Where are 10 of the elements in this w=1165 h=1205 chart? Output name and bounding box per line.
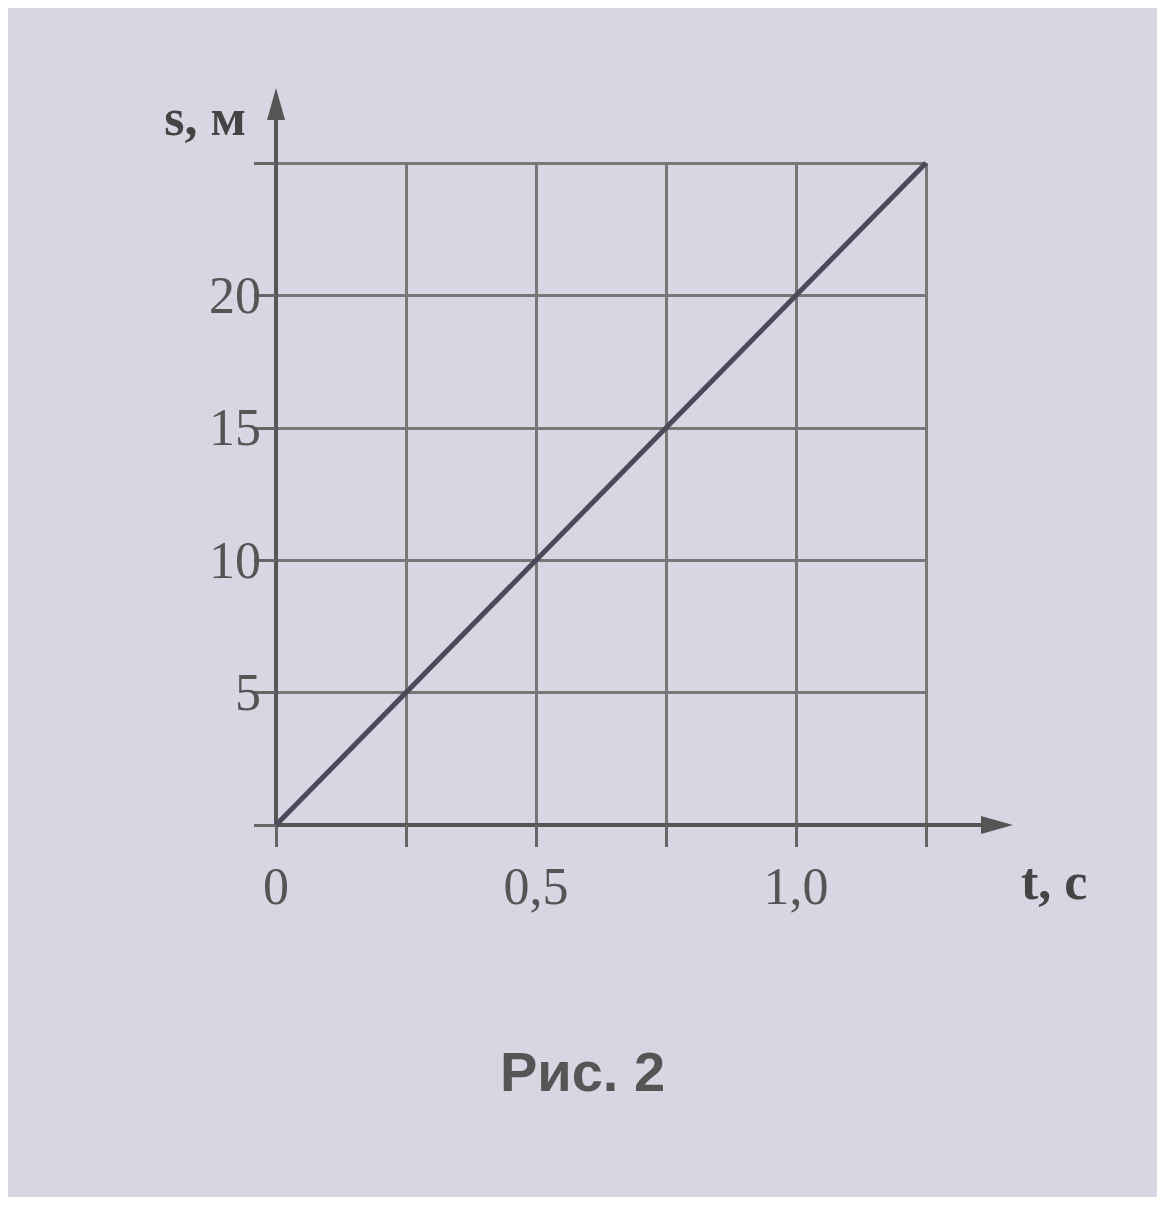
y-tick-label: 15: [209, 399, 261, 457]
x-tick-label: 1,0: [763, 857, 829, 915]
x-tick-label: 0: [263, 857, 289, 915]
y-axis-title: s, м: [164, 88, 246, 146]
text: Рис. 2: [499, 1039, 666, 1103]
y-tick-label: 5: [235, 664, 261, 722]
x-tick-label: 0,5: [503, 857, 569, 915]
y-tick-label: 20: [209, 266, 261, 324]
x-axis-title: t, с: [1021, 852, 1088, 910]
y-tick-label: 10: [209, 531, 261, 589]
